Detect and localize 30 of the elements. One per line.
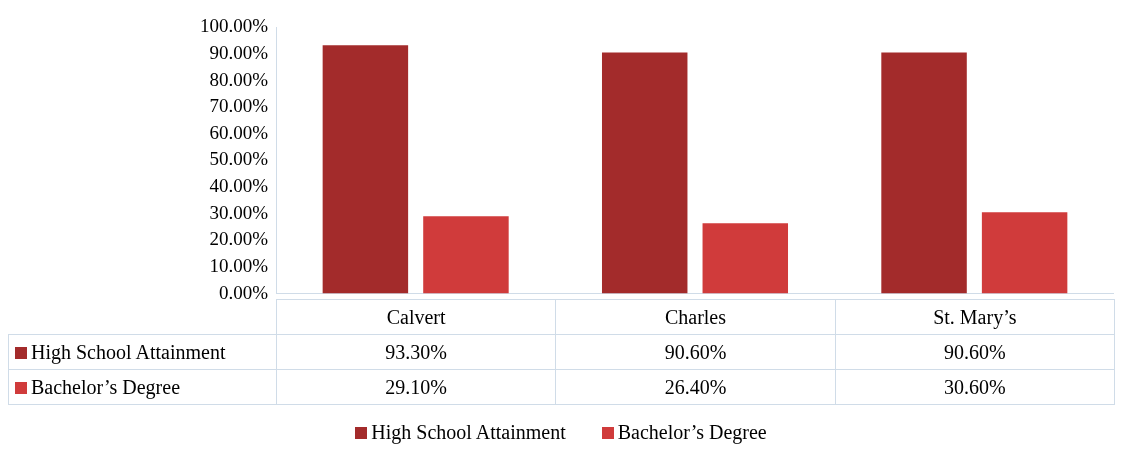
y-tick-label: 30.00%	[209, 201, 269, 223]
bar	[702, 223, 789, 294]
x-tick-label: Charles	[555, 299, 836, 335]
y-tick-label: 40.00%	[209, 175, 269, 197]
y-tick-label: 20.00%	[209, 228, 269, 250]
y-tick-label: 0.00%	[218, 281, 269, 303]
y-tick-label: 50.00%	[209, 148, 269, 170]
data-label: 93.30%	[276, 334, 556, 370]
x-tick-label: Calvert	[276, 299, 556, 335]
data-label: 30.60%	[835, 369, 1115, 405]
bar	[981, 212, 1068, 294]
legend-label: High School Attainment	[31, 340, 226, 363]
data-label: 29.10%	[276, 369, 556, 405]
data-label: 90.60%	[835, 334, 1115, 370]
y-tick-label: 60.00%	[209, 121, 269, 143]
data-label: 90.60%	[555, 334, 836, 370]
data-label: 26.40%	[555, 369, 836, 405]
y-tick-label: 10.00%	[209, 254, 269, 276]
bar	[601, 52, 688, 294]
text: High School Attainment	[371, 421, 566, 443]
y-tick-label: 70.00%	[209, 95, 269, 117]
bar	[322, 45, 409, 294]
y-tick-label: 90.00%	[209, 42, 269, 63]
y-tick-label: 80.00%	[209, 68, 269, 90]
text: Bachelor’s Degree	[31, 375, 181, 398]
y-tick-label: 100.00%	[199, 15, 269, 37]
bar	[423, 216, 509, 294]
legend-label: Bachelor’s Degree	[617, 421, 767, 444]
bar	[881, 52, 967, 294]
x-tick-label: St. Mary’s	[835, 299, 1115, 335]
